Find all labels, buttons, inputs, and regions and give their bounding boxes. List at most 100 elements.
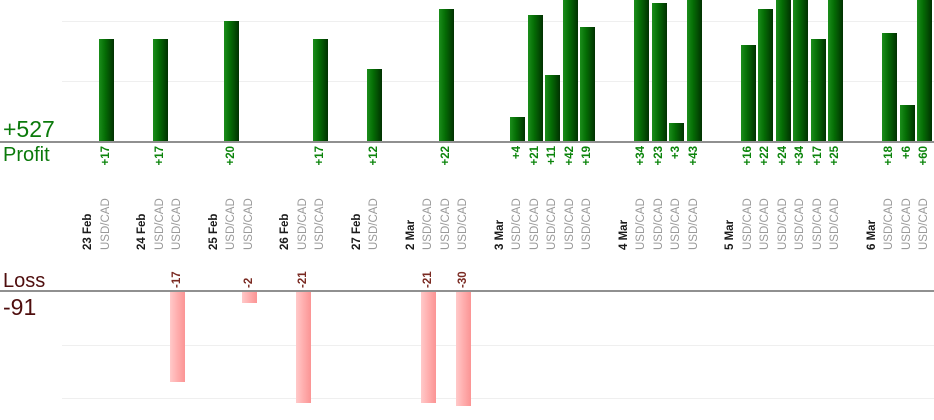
profit-value-label: +4 (511, 146, 524, 160)
trade-symbol-label: USD/CAD (687, 198, 700, 250)
profit-caption: Profit (3, 144, 50, 166)
trade-symbol-label: USD/CAD (511, 198, 524, 250)
loss-value-label: -30 (457, 271, 470, 288)
trade-symbol-label: USD/CAD (794, 198, 807, 250)
profit-value-label: +17 (99, 146, 112, 166)
date-label: 25 Feb (207, 213, 220, 250)
profit-bar (98, 39, 114, 141)
trade-symbol-label: USD/CAD (652, 198, 665, 250)
profit-bar (438, 9, 454, 141)
profit-value-label: +17 (153, 146, 166, 166)
trade-symbol-label: USD/CAD (900, 198, 913, 250)
trade-symbol-label: USD/CAD (171, 198, 184, 250)
profit-value-label: +17 (811, 146, 824, 166)
trade-symbol-label: USD/CAD (918, 198, 931, 250)
trade-symbol-label: USD/CAD (776, 198, 789, 250)
loss-bar (295, 292, 311, 404)
profit-bar (917, 0, 933, 141)
profit-bar (580, 27, 596, 141)
loss-value-label: -17 (171, 271, 184, 288)
profit-value-label: +42 (563, 146, 576, 166)
date-label: 2 Mar (404, 219, 417, 250)
trade-symbol-label: USD/CAD (153, 198, 166, 250)
loss-axis-line (0, 290, 934, 292)
profit-bar (545, 75, 561, 141)
trade-symbol-label: USD/CAD (242, 198, 255, 250)
profit-bar (758, 9, 774, 141)
profit-value-label: +60 (918, 146, 931, 166)
profit-bar (152, 39, 168, 141)
date-label: 23 Feb (82, 213, 95, 250)
profit-axis-line (0, 141, 934, 143)
trade-symbol-label: USD/CAD (439, 198, 452, 250)
trade-symbol-label: USD/CAD (546, 198, 559, 250)
trade-symbol-label: USD/CAD (225, 198, 238, 250)
profit-bar (775, 0, 791, 141)
loss-value-label: -2 (242, 277, 255, 288)
profit-value-label: +34 (794, 146, 807, 166)
date-label: 4 Mar (617, 219, 630, 250)
profit-value-label: +34 (635, 146, 648, 166)
trade-symbol-label: USD/CAD (563, 198, 576, 250)
profit-bar (651, 3, 667, 141)
profit-bar (828, 0, 844, 141)
profit-gridline (62, 81, 934, 82)
profit-value-label: +12 (368, 146, 381, 166)
loss-bar (421, 292, 437, 404)
trade-symbol-label: USD/CAD (422, 198, 435, 250)
profit-bar (899, 105, 915, 141)
profit-bar (562, 0, 578, 141)
profit-value-label: +11 (546, 146, 559, 165)
profit-value-label: +17 (314, 146, 327, 166)
profit-bar (793, 0, 809, 141)
trade-symbol-label: USD/CAD (759, 198, 772, 250)
profit-value-label: +19 (581, 146, 594, 166)
trade-symbol-label: USD/CAD (581, 198, 594, 250)
trade-symbol-label: USD/CAD (883, 198, 896, 250)
trade-symbol-label: USD/CAD (829, 198, 842, 250)
loss-bar (241, 292, 257, 303)
loss-caption: Loss (3, 270, 46, 292)
profit-value-label: +20 (225, 146, 238, 166)
profit-value-label: +25 (829, 146, 842, 166)
trade-symbol-label: USD/CAD (670, 198, 683, 250)
profit-value-label: +6 (900, 146, 913, 160)
profit-value-label: +24 (776, 146, 789, 166)
profit-value-label: +22 (759, 146, 772, 166)
trade-symbol-label: USD/CAD (296, 198, 309, 250)
trade-symbol-label: USD/CAD (368, 198, 381, 250)
profit-bar (740, 45, 756, 141)
profit-bar (634, 0, 650, 141)
date-label: 5 Mar (724, 219, 737, 250)
loss-value-label: -21 (296, 271, 309, 288)
loss-total-label: -91 (3, 294, 37, 320)
profit-bar (882, 33, 898, 141)
trade-symbol-label: USD/CAD (741, 198, 754, 250)
loss-gridline (62, 345, 934, 346)
date-label: 26 Feb (279, 213, 292, 250)
date-label: 27 Feb (350, 213, 363, 250)
date-label: 3 Mar (493, 219, 506, 250)
profit-value-label: +16 (741, 146, 754, 166)
profit-gridline (62, 21, 934, 22)
profit-value-label: +21 (528, 146, 541, 166)
date-label: 6 Mar (865, 219, 878, 250)
profit-bar (810, 39, 826, 141)
loss-bar (170, 292, 186, 383)
profit-bar (224, 21, 240, 141)
loss-value-label: -21 (422, 271, 435, 288)
profit-value-label: +43 (687, 146, 700, 166)
profit-value-label: +22 (439, 146, 452, 166)
trade-symbol-label: USD/CAD (314, 198, 327, 250)
profit-bar (313, 39, 329, 141)
profit-bar (686, 0, 702, 141)
trade-symbol-label: USD/CAD (635, 198, 648, 250)
profit-bar (367, 69, 383, 141)
trade-symbol-label: USD/CAD (811, 198, 824, 250)
profit-total-label: +527 (3, 116, 55, 142)
trade-symbol-label: USD/CAD (99, 198, 112, 250)
profit-bar (669, 123, 685, 141)
trade-symbol-label: USD/CAD (457, 198, 470, 250)
profit-value-label: +18 (883, 146, 896, 166)
